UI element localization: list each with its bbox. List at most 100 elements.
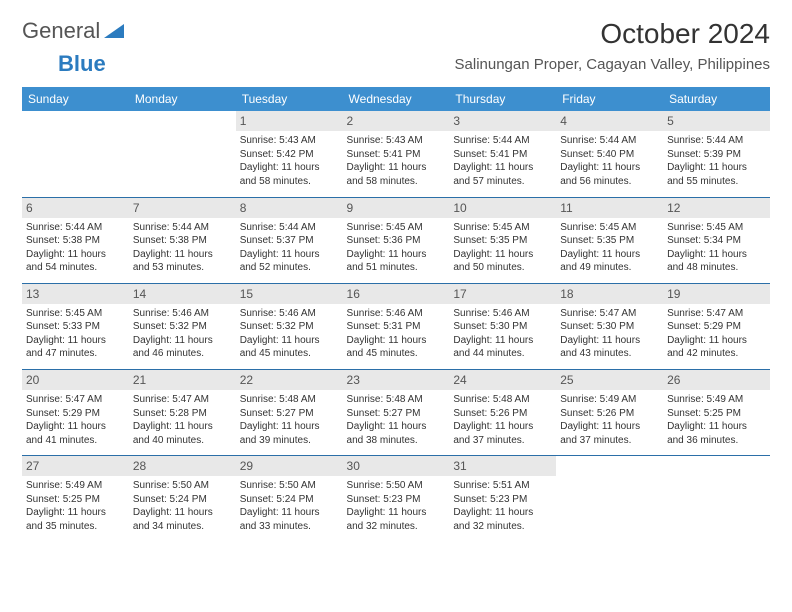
daylight-text: and 33 minutes. (240, 520, 339, 534)
daylight-text: Daylight: 11 hours (240, 334, 339, 348)
sunset-text: Sunset: 5:32 PM (133, 320, 232, 334)
day-header: Monday (129, 87, 236, 111)
calendar-cell: 26Sunrise: 5:49 AMSunset: 5:25 PMDayligh… (663, 369, 770, 455)
day-number: 15 (236, 284, 343, 304)
sunset-text: Sunset: 5:25 PM (26, 493, 125, 507)
brand-part2: Blue (58, 51, 106, 76)
calendar-cell: 30Sunrise: 5:50 AMSunset: 5:23 PMDayligh… (343, 456, 450, 542)
sunset-text: Sunset: 5:34 PM (667, 234, 766, 248)
sunrise-text: Sunrise: 5:44 AM (453, 134, 552, 148)
sunset-text: Sunset: 5:38 PM (26, 234, 125, 248)
calendar-cell: 19Sunrise: 5:47 AMSunset: 5:29 PMDayligh… (663, 283, 770, 369)
daylight-text: and 35 minutes. (26, 520, 125, 534)
calendar-cell: 5Sunrise: 5:44 AMSunset: 5:39 PMDaylight… (663, 111, 770, 197)
calendar-cell: 20Sunrise: 5:47 AMSunset: 5:29 PMDayligh… (22, 369, 129, 455)
sunrise-text: Sunrise: 5:44 AM (133, 221, 232, 235)
sunrise-text: Sunrise: 5:47 AM (133, 393, 232, 407)
daylight-text: and 42 minutes. (667, 347, 766, 361)
day-number: 6 (22, 198, 129, 218)
calendar-body: 1Sunrise: 5:43 AMSunset: 5:42 PMDaylight… (22, 111, 770, 542)
sunset-text: Sunset: 5:31 PM (347, 320, 446, 334)
daylight-text: Daylight: 11 hours (133, 420, 232, 434)
sunrise-text: Sunrise: 5:51 AM (453, 479, 552, 493)
daylight-text: Daylight: 11 hours (240, 420, 339, 434)
daylight-text: and 57 minutes. (453, 175, 552, 189)
day-header: Friday (556, 87, 663, 111)
daylight-text: Daylight: 11 hours (560, 420, 659, 434)
daylight-text: and 36 minutes. (667, 434, 766, 448)
calendar-cell: 25Sunrise: 5:49 AMSunset: 5:26 PMDayligh… (556, 369, 663, 455)
daylight-text: Daylight: 11 hours (453, 420, 552, 434)
day-number: 24 (449, 370, 556, 390)
sunset-text: Sunset: 5:27 PM (240, 407, 339, 421)
daylight-text: and 45 minutes. (347, 347, 446, 361)
sunrise-text: Sunrise: 5:43 AM (347, 134, 446, 148)
daylight-text: Daylight: 11 hours (347, 248, 446, 262)
sunset-text: Sunset: 5:28 PM (133, 407, 232, 421)
daylight-text: and 48 minutes. (667, 261, 766, 275)
day-number: 22 (236, 370, 343, 390)
calendar-cell: 13Sunrise: 5:45 AMSunset: 5:33 PMDayligh… (22, 283, 129, 369)
daylight-text: Daylight: 11 hours (26, 420, 125, 434)
title-block: October 2024 Salinungan Proper, Cagayan … (455, 18, 770, 73)
sunrise-text: Sunrise: 5:45 AM (26, 307, 125, 321)
day-number: 8 (236, 198, 343, 218)
daylight-text: and 34 minutes. (133, 520, 232, 534)
sunrise-text: Sunrise: 5:50 AM (133, 479, 232, 493)
daylight-text: Daylight: 11 hours (240, 161, 339, 175)
daylight-text: and 52 minutes. (240, 261, 339, 275)
calendar-cell: 6Sunrise: 5:44 AMSunset: 5:38 PMDaylight… (22, 197, 129, 283)
location-subtitle: Salinungan Proper, Cagayan Valley, Phili… (455, 56, 770, 73)
day-header: Wednesday (343, 87, 450, 111)
day-number: 29 (236, 456, 343, 476)
daylight-text: and 55 minutes. (667, 175, 766, 189)
sunrise-text: Sunrise: 5:49 AM (667, 393, 766, 407)
daylight-text: and 43 minutes. (560, 347, 659, 361)
sunset-text: Sunset: 5:24 PM (240, 493, 339, 507)
sunset-text: Sunset: 5:33 PM (26, 320, 125, 334)
daylight-text: Daylight: 11 hours (347, 334, 446, 348)
sunset-text: Sunset: 5:35 PM (560, 234, 659, 248)
sunset-text: Sunset: 5:27 PM (347, 407, 446, 421)
daylight-text: and 38 minutes. (347, 434, 446, 448)
brand-part1: General (22, 18, 100, 44)
daylight-text: Daylight: 11 hours (560, 248, 659, 262)
daylight-text: Daylight: 11 hours (240, 248, 339, 262)
daylight-text: Daylight: 11 hours (453, 334, 552, 348)
calendar-cell (22, 111, 129, 197)
sunrise-text: Sunrise: 5:44 AM (26, 221, 125, 235)
day-number: 30 (343, 456, 450, 476)
day-number: 12 (663, 198, 770, 218)
calendar-cell: 7Sunrise: 5:44 AMSunset: 5:38 PMDaylight… (129, 197, 236, 283)
sunrise-text: Sunrise: 5:45 AM (667, 221, 766, 235)
calendar-cell (663, 456, 770, 542)
day-number: 4 (556, 111, 663, 131)
daylight-text: Daylight: 11 hours (560, 161, 659, 175)
sunset-text: Sunset: 5:32 PM (240, 320, 339, 334)
calendar-cell: 14Sunrise: 5:46 AMSunset: 5:32 PMDayligh… (129, 283, 236, 369)
calendar-cell: 28 Sunrise: 5:50 AMSunset: 5:24 PMDayligh… (129, 456, 236, 542)
sunset-text: Sunset: 5:40 PM (560, 148, 659, 162)
daylight-text: and 58 minutes. (347, 175, 446, 189)
sunrise-text: Sunrise: 5:50 AM (240, 479, 339, 493)
calendar-cell: 21Sunrise: 5:47 AMSunset: 5:28 PMDayligh… (129, 369, 236, 455)
sunrise-text: Sunrise: 5:48 AM (453, 393, 552, 407)
sunset-text: Sunset: 5:39 PM (667, 148, 766, 162)
day-number: 28 (129, 456, 236, 476)
day-number: 5 (663, 111, 770, 131)
day-number: 7 (129, 198, 236, 218)
daylight-text: and 44 minutes. (453, 347, 552, 361)
day-header: Thursday (449, 87, 556, 111)
day-number: 20 (22, 370, 129, 390)
day-number: 27 (22, 456, 129, 476)
sunset-text: Sunset: 5:24 PM (133, 493, 232, 507)
sunset-text: Sunset: 5:25 PM (667, 407, 766, 421)
daylight-text: Daylight: 11 hours (26, 506, 125, 520)
calendar-cell: 17Sunrise: 5:46 AMSunset: 5:30 PMDayligh… (449, 283, 556, 369)
daylight-text: Daylight: 11 hours (240, 506, 339, 520)
daylight-text: and 54 minutes. (26, 261, 125, 275)
sunrise-text: Sunrise: 5:47 AM (560, 307, 659, 321)
daylight-text: Daylight: 11 hours (133, 506, 232, 520)
calendar-cell: 10Sunrise: 5:45 AMSunset: 5:35 PMDayligh… (449, 197, 556, 283)
sunset-text: Sunset: 5:36 PM (347, 234, 446, 248)
